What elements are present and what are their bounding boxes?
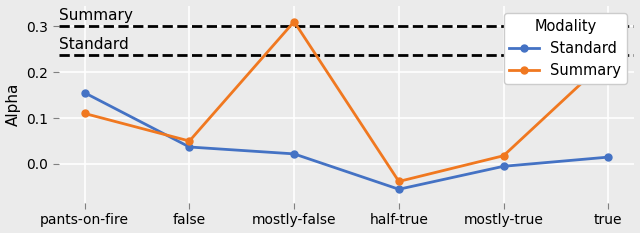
Line: Summary: Summary: [81, 18, 612, 185]
Standard: [500, 165, 508, 168]
Legend: Standard, Summary: Standard, Summary: [504, 13, 627, 84]
Summary: [291, 20, 298, 23]
Standard: [186, 146, 193, 148]
Text: Standard: Standard: [58, 38, 128, 52]
Standard: [604, 156, 612, 158]
Standard: [291, 152, 298, 155]
Summary: [186, 140, 193, 142]
Standard: [81, 91, 88, 94]
Text: Summary: Summary: [58, 8, 132, 24]
Line: Standard: Standard: [81, 89, 612, 193]
Y-axis label: Alpha: Alpha: [6, 83, 20, 126]
Summary: [395, 180, 403, 183]
Summary: [81, 112, 88, 115]
Standard: [395, 188, 403, 191]
Summary: [500, 154, 508, 157]
Summary: [604, 57, 612, 60]
